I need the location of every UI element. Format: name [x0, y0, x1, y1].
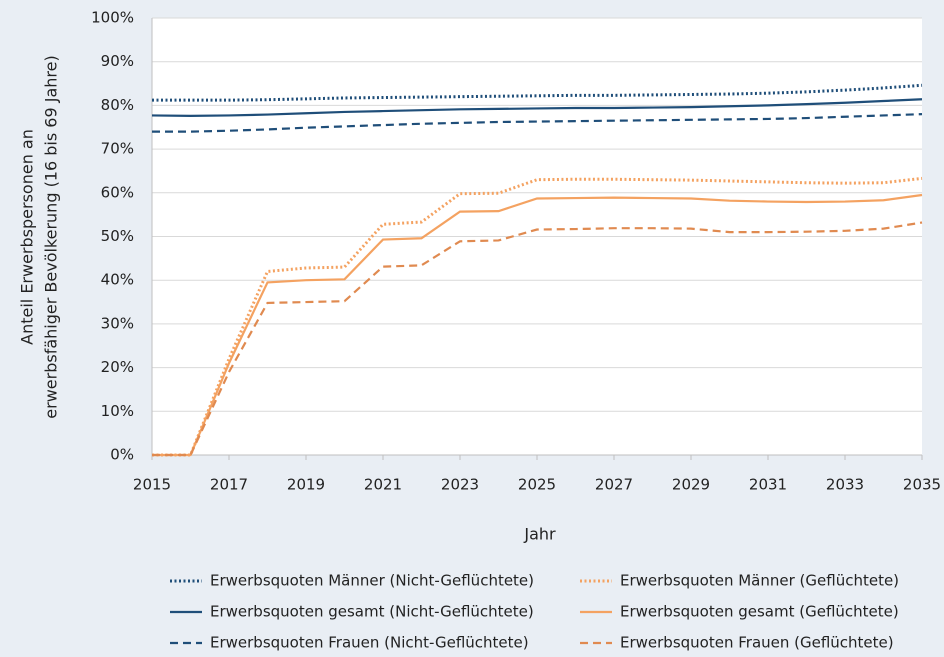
- y-tick-label: 70%: [101, 140, 134, 158]
- y-tick-label: 100%: [91, 9, 134, 27]
- y-axis-label: erwerbsfähiger Bevölkerung (16 bis 69 Ja…: [42, 55, 61, 418]
- x-tick-label: 2017: [210, 476, 248, 494]
- series-line: [152, 193, 923, 457]
- y-tick-label: 40%: [101, 271, 134, 289]
- x-axis-label: Jahr: [523, 525, 556, 544]
- x-tick-label: 2035: [903, 476, 941, 494]
- x-tick-label: 2025: [518, 476, 556, 494]
- series-line: [151, 98, 923, 117]
- y-axis-label: Anteil Erwerbspersonen an: [18, 129, 37, 345]
- y-tick-label: 50%: [101, 227, 134, 245]
- y-tick-label: 90%: [101, 52, 134, 70]
- series-line: [152, 113, 923, 133]
- y-tick-label: 30%: [101, 314, 134, 332]
- legend-label: Erwerbsquoten Männer (Geflüchtete): [620, 572, 899, 590]
- legend-label: Erwerbsquoten gesamt (Geflüchtete): [620, 603, 899, 621]
- y-tick-label: 0%: [110, 446, 134, 464]
- y-tick-label: 60%: [101, 183, 134, 201]
- x-tick-label: 2023: [441, 476, 479, 494]
- x-tick-label: 2021: [364, 476, 402, 494]
- y-tick-label: 80%: [101, 96, 134, 114]
- x-tick-label: 2019: [287, 476, 325, 494]
- x-tick-label: 2031: [749, 476, 787, 494]
- legend-label: Erwerbsquoten Männer (Nicht-Geflüchtete): [210, 572, 534, 590]
- x-tick-label: 2027: [595, 476, 633, 494]
- x-tick-label: 2029: [672, 476, 710, 494]
- x-tick-label: 2033: [826, 476, 864, 494]
- x-tick-label: 2015: [133, 476, 171, 494]
- y-tick-label: 10%: [101, 402, 134, 420]
- legend-label: Erwerbsquoten Frauen (Geflüchtete): [620, 634, 894, 652]
- legend-label: Erwerbsquoten gesamt (Nicht-Geflüchtete): [210, 603, 534, 621]
- series-line: [152, 221, 923, 457]
- y-tick-label: 20%: [101, 358, 134, 376]
- legend-label: Erwerbsquoten Frauen (Nicht-Geflüchtete): [210, 634, 529, 652]
